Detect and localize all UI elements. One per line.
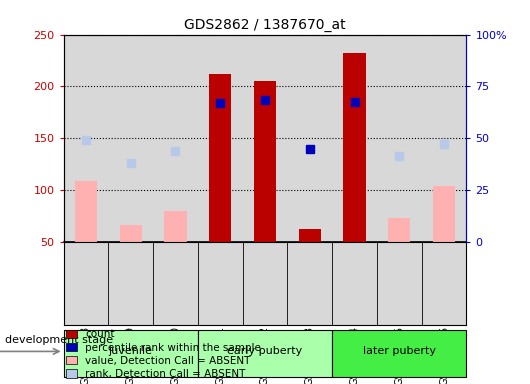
Bar bbox=[254, 81, 276, 242]
Text: early puberty: early puberty bbox=[227, 346, 303, 356]
Bar bbox=[120, 225, 142, 242]
Legend: count, percentile rank within the sample, value, Detection Call = ABSENT, rank, : count, percentile rank within the sample… bbox=[66, 329, 261, 379]
Bar bbox=[298, 230, 321, 242]
Title: GDS2862 / 1387670_at: GDS2862 / 1387670_at bbox=[184, 18, 346, 32]
Bar bbox=[164, 211, 187, 242]
Bar bbox=[433, 186, 455, 242]
Text: development stage: development stage bbox=[5, 335, 113, 345]
Bar bbox=[75, 181, 97, 242]
Bar bbox=[343, 53, 366, 242]
FancyBboxPatch shape bbox=[198, 330, 332, 377]
FancyBboxPatch shape bbox=[332, 330, 466, 377]
Text: later puberty: later puberty bbox=[363, 346, 436, 356]
Bar bbox=[209, 74, 232, 242]
Bar bbox=[388, 218, 410, 242]
Text: juvenile: juvenile bbox=[109, 346, 153, 356]
FancyBboxPatch shape bbox=[64, 330, 198, 377]
